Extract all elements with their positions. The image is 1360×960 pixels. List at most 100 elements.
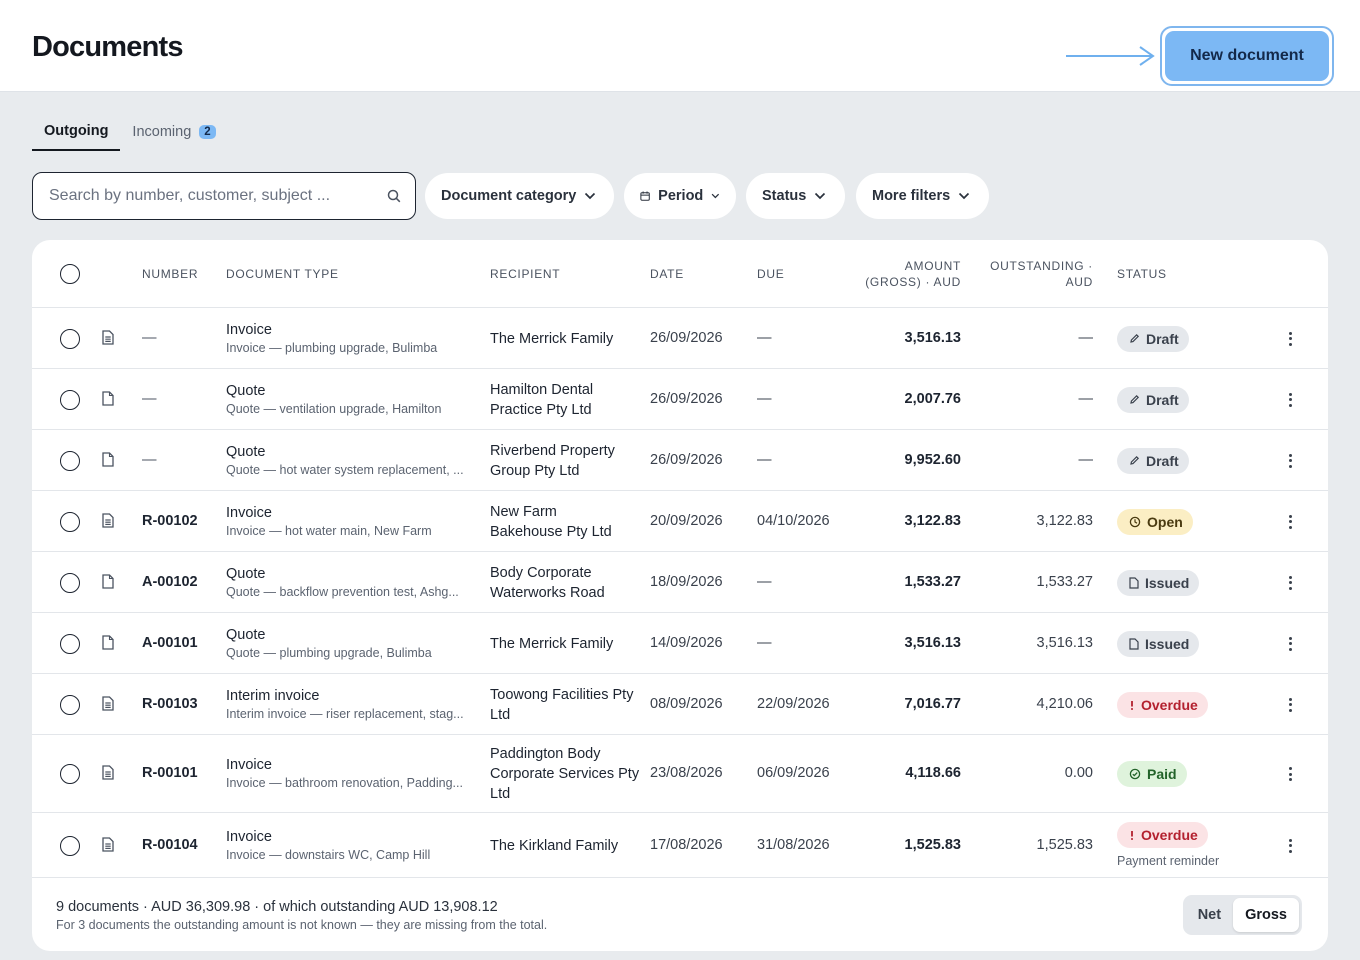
tab-outgoing[interactable]: Outgoing <box>32 112 121 151</box>
status-label: Draft <box>1146 452 1179 469</box>
document-number[interactable]: R-00104 <box>142 836 198 853</box>
search-icon[interactable] <box>387 189 401 203</box>
period-filter[interactable]: Period <box>624 173 736 219</box>
amount-gross: 1,533.27 <box>904 573 961 590</box>
row-actions-menu-icon[interactable] <box>1282 513 1298 531</box>
row-checkbox[interactable] <box>60 511 80 532</box>
document-type-cell: Invoice Invoice — downstairs WC, Camp Hil… <box>226 828 471 864</box>
status-badge: Issued <box>1117 630 1200 657</box>
table-row[interactable]: A-00102 Quote Quote — backflow prevention … <box>32 552 1328 613</box>
row-checkbox[interactable] <box>60 450 80 471</box>
due-date: — <box>757 573 772 590</box>
status-badge: Draft <box>1117 447 1189 474</box>
document-type: Invoice <box>226 504 272 521</box>
table-row[interactable]: R-00104 Invoice Invoice — downstairs WC, C… <box>32 813 1328 878</box>
document-date: 23/08/2026 <box>650 765 723 781</box>
document-lines-icon <box>102 512 114 533</box>
select-all-checkbox[interactable] <box>60 264 80 284</box>
due-date: — <box>757 390 772 407</box>
outstanding-amount: 1,525.83 <box>1036 836 1093 853</box>
status-label: Draft <box>1146 391 1179 408</box>
count-badge: 2 <box>199 124 216 139</box>
status-badge: Issued <box>1117 569 1200 596</box>
table-row[interactable]: R-00101 Invoice Invoice — bathroom renovat… <box>32 735 1328 813</box>
column-header-number[interactable]: NUMBER <box>142 267 199 281</box>
column-header-due[interactable]: DUE <box>757 267 785 281</box>
row-checkbox[interactable] <box>60 835 80 856</box>
status-label: Open <box>1147 513 1183 530</box>
row-actions-menu-icon[interactable] <box>1282 765 1298 783</box>
document-number[interactable]: R-00102 <box>142 512 198 529</box>
status-badge: Overdue <box>1117 691 1208 718</box>
column-header-outstanding[interactable]: OUTSTANDING · AUD <box>990 258 1093 290</box>
totals-note: For 3 documents the outstanding amount i… <box>56 918 548 932</box>
document-subject: Invoice — hot water main, New Farm <box>226 523 432 538</box>
status-note: Payment reminder <box>1117 854 1220 868</box>
document-type-cell: Quote Quote — hot water system replacemen… <box>226 443 471 479</box>
column-header-amount[interactable]: AMOUNT (GROSS) · AUD <box>865 258 961 290</box>
search-input[interactable] <box>49 187 387 205</box>
document-number[interactable]: R-00101 <box>142 765 198 781</box>
row-checkbox[interactable] <box>60 694 80 715</box>
document-type-cell: Interim invoice Interim invoice — riser r… <box>226 687 471 723</box>
table-row[interactable]: A-00101 Quote Quote — plumbing upgrade, Bu… <box>32 613 1328 674</box>
column-header-document-type[interactable]: DOCUMENT TYPE <box>226 267 339 281</box>
row-checkbox[interactable] <box>60 764 80 784</box>
column-header-status[interactable]: STATUS <box>1117 267 1167 281</box>
row-checkbox[interactable] <box>60 572 80 593</box>
row-actions-menu-icon[interactable] <box>1282 696 1298 714</box>
check-circle-icon <box>1129 768 1141 780</box>
document-number[interactable]: R-00103 <box>142 695 198 712</box>
document-date: 08/09/2026 <box>650 695 723 712</box>
status-label: Paid <box>1147 766 1177 782</box>
table-row[interactable]: R-00102 Invoice Invoice — hot water main, … <box>32 491 1328 552</box>
more-filters-button[interactable]: More filters <box>856 173 989 219</box>
row-actions-menu-icon[interactable] <box>1282 452 1298 470</box>
document-blank-icon <box>102 573 114 594</box>
amount-gross: 3,516.13 <box>904 634 961 651</box>
row-actions-menu-icon[interactable] <box>1282 837 1298 855</box>
row-actions-menu-icon[interactable] <box>1282 635 1298 653</box>
new-document-focus-ring: New document <box>1160 26 1334 86</box>
document-type: Interim invoice <box>226 687 320 704</box>
document-type: Invoice <box>226 828 272 845</box>
document-number[interactable]: A-00101 <box>142 634 198 651</box>
toggle-net[interactable]: Net <box>1197 907 1222 923</box>
new-document-button[interactable]: New document <box>1165 31 1329 81</box>
status-badge: Draft <box>1117 386 1189 413</box>
column-header-recipient[interactable]: RECIPIENT <box>490 267 561 281</box>
document-subject: Quote — backflow prevention test, Ashg..… <box>226 584 459 599</box>
status-label: Issued <box>1145 574 1190 591</box>
document-type-cell: Quote Quote — backflow prevention test, A… <box>226 565 471 601</box>
chevron-down-icon <box>711 193 720 199</box>
table-row[interactable]: — Quote Quote — hot water system replaceme… <box>32 430 1328 491</box>
filter-label: Status <box>762 188 807 204</box>
table-row[interactable]: — Quote Quote — ventilation upgrade, Hamil… <box>32 369 1328 430</box>
document-number[interactable]: — <box>142 329 157 346</box>
document-lines-icon <box>102 329 114 350</box>
tab-incoming[interactable]: Incoming 2 <box>120 112 227 151</box>
outstanding-amount: 3,122.83 <box>1036 512 1093 529</box>
column-header-date[interactable]: DATE <box>650 267 684 281</box>
table-row[interactable]: R-00103 Interim invoice Interim invoice — … <box>32 674 1328 735</box>
row-checkbox[interactable] <box>60 633 80 654</box>
toggle-gross[interactable]: Gross <box>1233 898 1299 932</box>
filter-label: Period <box>658 188 704 204</box>
header-line: AUD <box>1065 275 1093 289</box>
document-number[interactable]: A-00102 <box>142 573 198 590</box>
document-date: 26/09/2026 <box>650 390 723 407</box>
table-row[interactable]: — Invoice Invoice — plumbing upgrade, Buli… <box>32 308 1328 369</box>
row-checkbox[interactable] <box>60 389 80 410</box>
document-number[interactable]: — <box>142 451 157 468</box>
status-filter[interactable]: Status <box>746 173 845 219</box>
document-icon <box>1129 637 1139 650</box>
row-checkbox[interactable] <box>60 328 80 349</box>
due-date: — <box>757 634 772 651</box>
due-date: — <box>757 329 772 346</box>
document-number[interactable]: — <box>142 390 157 407</box>
document-category-filter[interactable]: Document category <box>425 173 614 219</box>
document-blank-icon <box>102 634 114 655</box>
row-actions-menu-icon[interactable] <box>1282 391 1298 409</box>
row-actions-menu-icon[interactable] <box>1282 330 1298 348</box>
row-actions-menu-icon[interactable] <box>1282 574 1298 592</box>
